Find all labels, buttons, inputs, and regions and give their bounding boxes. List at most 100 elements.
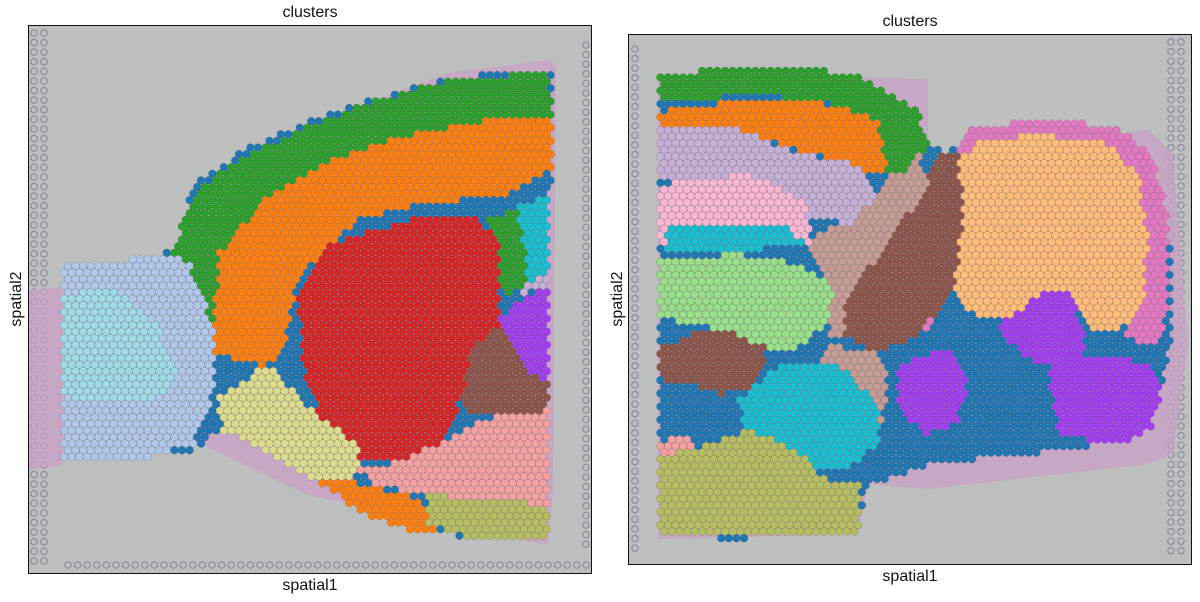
spot-left-1580 <box>542 301 551 310</box>
spot-left-1644 <box>538 307 548 317</box>
spot-left-2668 <box>538 413 548 422</box>
spot-right-642 <box>1146 158 1155 168</box>
spot-left-2156 <box>538 360 548 369</box>
spot-right-16 <box>819 66 828 76</box>
spot-left-3052 <box>542 459 551 468</box>
spot-left-2975 <box>98 452 107 461</box>
spot-left-1196 <box>542 261 551 271</box>
spot-left-2220 <box>542 367 551 376</box>
spot-left-3323 <box>478 531 487 540</box>
spot-left-326 <box>542 143 551 152</box>
spot-left-3326 <box>500 531 510 540</box>
spot-left-3086 <box>307 472 316 481</box>
spot-left-2927 <box>155 446 164 455</box>
spot-left-1388 <box>538 281 548 290</box>
x-axis-label-left: spatial1 <box>282 577 338 594</box>
spot-left-3279 <box>542 511 551 521</box>
spot-left-1964 <box>542 340 551 350</box>
spot-left-2974 <box>90 452 99 461</box>
spot-left-2977 <box>113 452 122 461</box>
spot-left-3306 <box>443 525 453 534</box>
spot-left-2981 <box>143 452 152 461</box>
spatial-scatter-left <box>28 25 592 574</box>
spot-right-449 <box>1127 139 1136 148</box>
spot-left-2476 <box>542 393 551 402</box>
spot-left-2928 <box>162 446 171 455</box>
spot-left-2755 <box>227 426 236 435</box>
spot-right-268 <box>910 119 920 128</box>
spot-left-3118 <box>318 478 327 488</box>
spot-right-101 <box>876 86 885 95</box>
spot-left-1772 <box>538 321 548 330</box>
spot-left-3321 <box>462 531 472 540</box>
spot-left-3324 <box>485 531 494 540</box>
spot-left-1452 <box>542 288 551 297</box>
spot-left-2816 <box>238 432 247 442</box>
spot-left-2092 <box>542 353 551 363</box>
spot-left-410 <box>542 156 551 165</box>
spot-left-2976 <box>105 452 114 461</box>
spot-left-64 <box>542 90 551 99</box>
spot-left-546 <box>546 176 555 185</box>
spot-left-2979 <box>128 452 137 461</box>
spot-left-2969 <box>542 446 551 455</box>
spot-left-3230 <box>542 498 551 508</box>
spot-left-3300 <box>538 518 548 527</box>
spot-right-132 <box>888 93 897 102</box>
axes-frame-left <box>28 25 592 574</box>
spot-left-2972 <box>75 452 84 461</box>
spot-left-977 <box>542 235 551 244</box>
y-axis-label-right: spatial2 <box>609 271 626 327</box>
spot-left-2412 <box>538 386 548 396</box>
spot-left-89 <box>546 97 555 106</box>
spot-left-3319 <box>542 525 551 534</box>
spot-left-3176 <box>542 485 551 494</box>
spatial-plot-left <box>28 25 592 574</box>
spot-left-178 <box>542 116 551 126</box>
spot-left-2930 <box>177 446 187 455</box>
spot-left-1836 <box>542 327 551 336</box>
spot-right-71 <box>865 79 874 89</box>
spot-left-3256 <box>367 511 377 521</box>
spot-left-1900 <box>538 334 548 343</box>
spot-right-426 <box>922 139 931 148</box>
spot-left-1708 <box>542 314 551 323</box>
spot-left-3017 <box>538 452 548 461</box>
spot-left-3085 <box>538 465 548 475</box>
spot-left-368 <box>546 149 555 159</box>
spot-right-313 <box>914 125 923 135</box>
spot-left-3302 <box>413 525 422 534</box>
spot-left-2914 <box>538 439 548 448</box>
spot-left-2348 <box>542 380 551 389</box>
spatial-scatter-right <box>628 34 1192 565</box>
spot-left-2028 <box>538 347 548 356</box>
spot-left-454 <box>546 163 555 172</box>
spot-left-2978 <box>120 452 130 461</box>
spot-left-3053 <box>295 465 304 475</box>
spot-left-248 <box>542 130 551 139</box>
spot-right-368 <box>918 132 927 141</box>
spot-left-1026 <box>538 242 548 251</box>
spot-right-708 <box>1150 165 1159 174</box>
spot-left-2932 <box>261 446 270 455</box>
spot-left-3320 <box>455 531 464 540</box>
spot-left-3147 <box>538 478 548 488</box>
spot-left-2604 <box>542 406 551 415</box>
spot-left-928 <box>538 228 548 238</box>
spot-left-1077 <box>542 248 551 257</box>
spot-left-1324 <box>542 274 551 284</box>
spot-left-3322 <box>470 531 479 540</box>
spot-left-499 <box>542 169 551 178</box>
spot-left-2970 <box>60 452 69 461</box>
spot-left-24 <box>542 77 551 86</box>
spot-left-146 <box>546 110 555 119</box>
spot-left-2980 <box>136 452 145 461</box>
spot-left-3329 <box>523 531 532 540</box>
spot-left-3331 <box>538 531 548 540</box>
chart-title-right: clusters <box>882 13 938 30</box>
spot-left-3280 <box>386 518 396 527</box>
spot-left-212 <box>546 123 555 132</box>
spot-left-1132 <box>538 255 548 264</box>
spot-left-3301 <box>405 525 415 534</box>
spot-left-116 <box>542 103 551 113</box>
